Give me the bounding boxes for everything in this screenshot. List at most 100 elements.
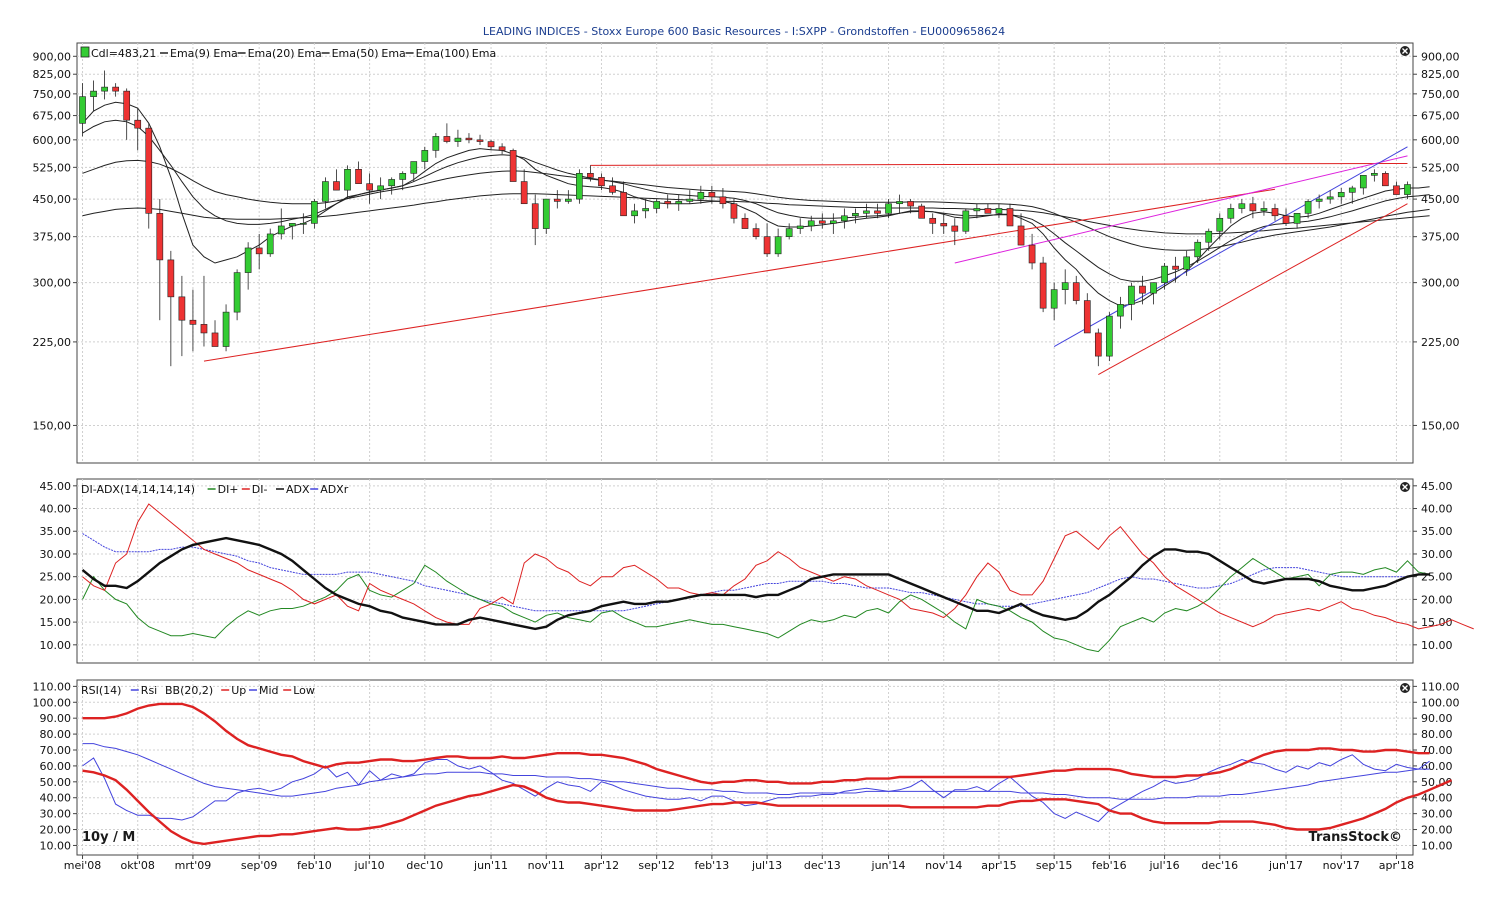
price-legend-item: Ema(100)	[416, 47, 470, 60]
candle-down	[918, 205, 925, 219]
candle-up	[90, 90, 97, 97]
candle-up	[1293, 213, 1301, 224]
x-tick-label: jun'17	[1268, 859, 1303, 872]
rsi-ytick-label-right: 10.00	[1421, 839, 1453, 852]
candle-down	[598, 177, 605, 187]
candle-down	[531, 203, 539, 229]
x-tick-label: mrt'09	[175, 859, 212, 872]
candle-up	[565, 198, 572, 202]
candle-up	[1216, 217, 1224, 232]
candle-down	[929, 217, 937, 224]
x-tick-label: dec'13	[804, 859, 841, 872]
x-tick-label: dec'16	[1201, 859, 1238, 872]
candle-down	[1172, 265, 1179, 270]
candle-up	[311, 201, 318, 224]
candle-up	[863, 210, 870, 214]
rsi-ytick-label-right: 80.00	[1421, 728, 1453, 741]
rsi-legend-item: RSI(14)	[81, 684, 121, 697]
candle-up	[796, 225, 804, 229]
close-icon-cross	[1402, 484, 1408, 490]
candle-down	[818, 220, 826, 224]
candle-up	[1050, 289, 1058, 309]
x-tick-label: jul'13	[751, 859, 782, 872]
adxr-line	[82, 533, 1408, 612]
x-tick-label: sep'15	[1036, 859, 1073, 872]
candle-down	[1083, 300, 1091, 334]
candle-down	[366, 183, 373, 191]
rsi-ytick-label-left: 80.00	[40, 728, 72, 741]
x-tick-label: apr'18	[1379, 859, 1414, 872]
candle-down	[741, 217, 749, 229]
x-tick-label: jun'14	[871, 859, 906, 872]
price-ytick-label-right: 900,00	[1421, 50, 1460, 63]
x-tick-label: apr'12	[584, 859, 619, 872]
price-legend-item: Ema(20)	[248, 47, 295, 60]
candle-down	[156, 213, 164, 261]
trend-line	[590, 162, 1408, 166]
candle-up	[697, 192, 705, 200]
x-tick-label: nov'11	[528, 859, 565, 872]
price-legend-item: Ema	[381, 47, 405, 60]
rsi-ytick-label-left: 20.00	[40, 824, 72, 837]
ema20-line	[82, 119, 1430, 282]
candle-up	[421, 150, 429, 162]
candle-down	[487, 141, 495, 148]
price-ytick-label-left: 600,00	[33, 134, 72, 147]
candle-up	[686, 198, 694, 202]
ema50-line	[82, 159, 1430, 251]
adx-line	[81, 536, 1430, 631]
candle-down	[178, 296, 186, 321]
price-ytick-label-right: 675,00	[1421, 110, 1460, 123]
adx-ytick-label-right: 20.00	[1421, 593, 1453, 606]
candle-up	[432, 136, 440, 151]
candle-down	[1249, 203, 1257, 212]
rsi-ytick-label-right: 100.00	[1421, 696, 1460, 709]
price-ytick-label-right: 525,00	[1421, 161, 1460, 174]
price-legend-item: Ema(50)	[332, 47, 379, 60]
candle-down	[1039, 262, 1047, 309]
candle-down	[255, 247, 263, 255]
adx-legend-item: DI-ADX(14,14,14,14)	[81, 483, 195, 496]
di-minus-line	[82, 503, 1474, 630]
adx-legend-item: DI+	[218, 483, 239, 496]
x-tick-label: sep'09	[241, 859, 278, 872]
price-ytick-label-right: 300,00	[1421, 277, 1460, 290]
adx-panel: 45.00 45.00 40.00 40.00 35.00 35.00 30.00 30.00…	[40, 478, 1474, 664]
x-tick-label: nov'17	[1323, 859, 1360, 872]
close-icon-cross	[1402, 48, 1408, 54]
adx-frame	[76, 478, 1414, 664]
candle-down	[333, 181, 340, 191]
rsi-panel: 110.00 110.00 100.00 100.00 90.00 90.00 80.00 8…	[33, 679, 1460, 856]
price-ytick-label-left: 150,00	[33, 419, 72, 432]
candle-down	[763, 236, 771, 255]
candle-down	[587, 173, 594, 178]
rsi-ytick-label-right: 50.00	[1421, 776, 1453, 789]
candle-up	[1304, 201, 1312, 214]
candle-up	[1260, 208, 1268, 212]
adx-ytick-label-left: 15.00	[40, 616, 72, 629]
rsi-frame	[76, 679, 1414, 856]
di-plus-line	[82, 557, 1430, 653]
chart-title: LEADING INDICES - Stoxx Europe 600 Basic…	[483, 25, 1005, 38]
rsi-legend-item: Rsi	[141, 684, 157, 697]
candle-down	[1072, 282, 1080, 301]
rsi-ytick-label-left: 110.00	[33, 680, 72, 693]
rsi-ytick-label-right: 70.00	[1421, 744, 1453, 757]
candle-down	[211, 332, 219, 347]
close-icon-cross	[1402, 685, 1408, 691]
x-tick-label: jul'16	[1149, 859, 1180, 872]
candle-up	[1194, 241, 1202, 258]
candle-down	[465, 137, 473, 141]
candle-down	[1382, 173, 1389, 187]
candle-down	[112, 86, 119, 92]
candle-up	[1348, 187, 1356, 193]
candle-up	[1337, 192, 1345, 198]
candle-down	[620, 192, 627, 217]
candle-up	[388, 179, 396, 187]
rsi-ytick-label-right: 20.00	[1421, 824, 1453, 837]
candle-down	[940, 223, 948, 227]
x-tick-label: nov'14	[925, 859, 962, 872]
bb-mid-line	[82, 743, 1430, 800]
rsi-legend-item: BB(20,2)	[165, 684, 213, 697]
